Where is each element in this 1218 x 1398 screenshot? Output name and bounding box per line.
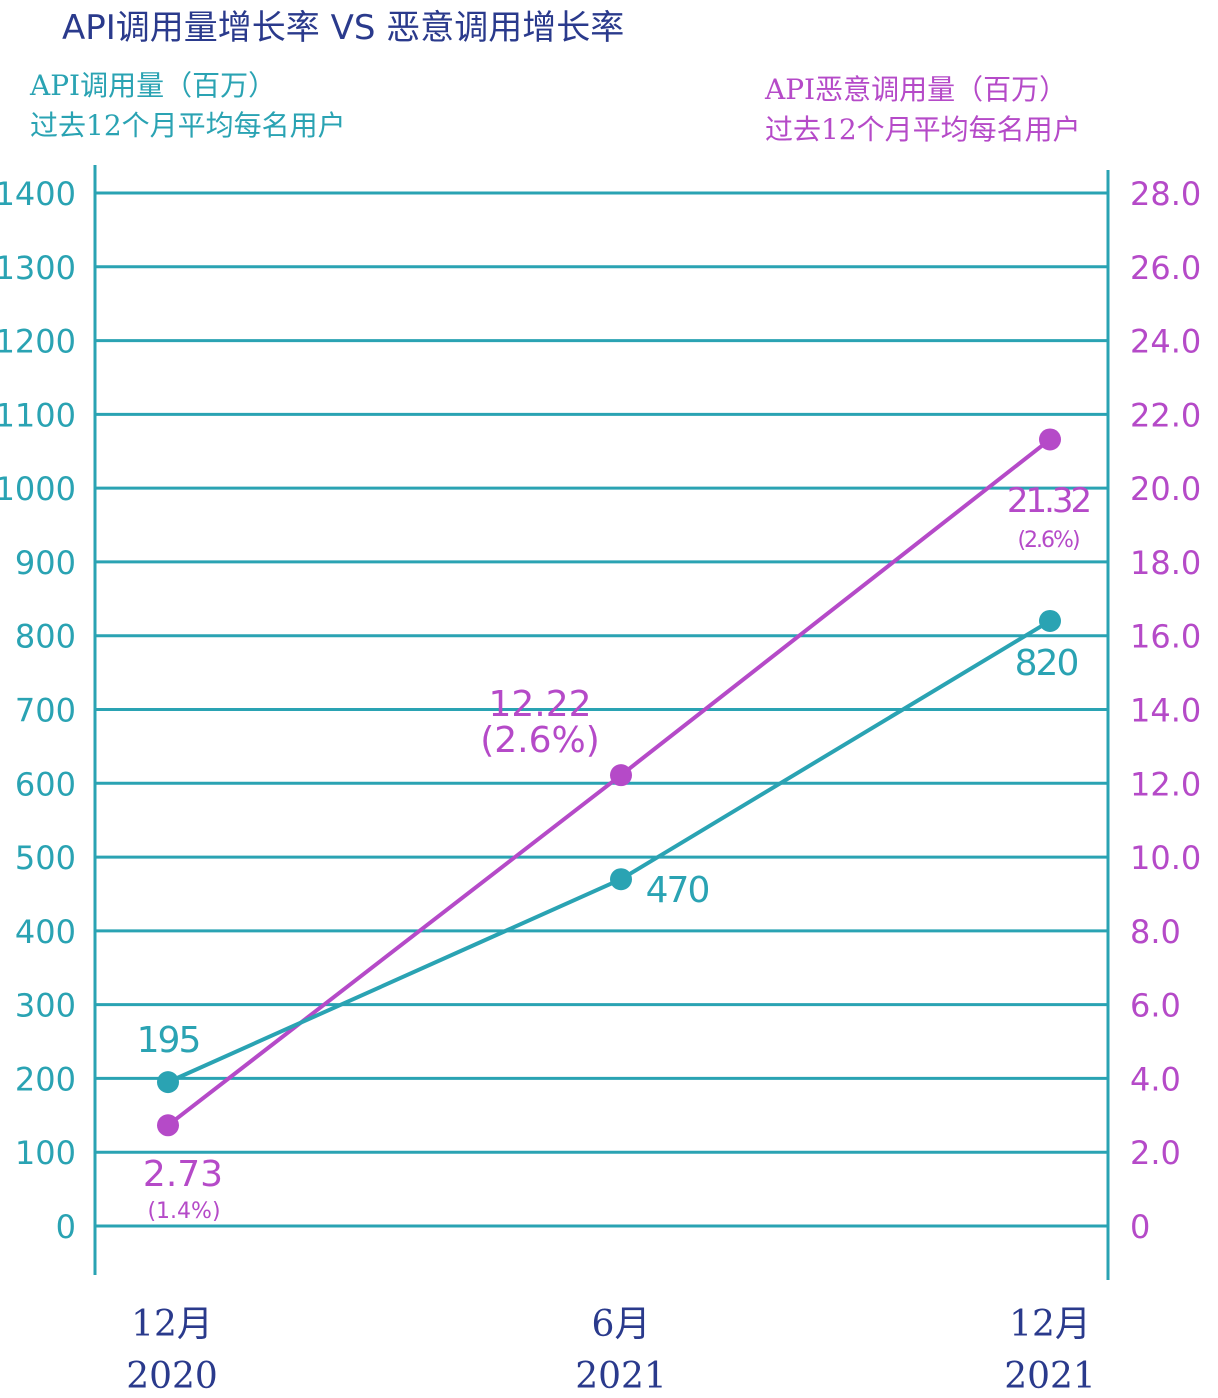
right-axis-label: API恶意调用量（百万） 过去12个月平均每名用户 [765,70,1081,150]
data-point-api-calls [157,1071,179,1094]
left-tick-label: 700 [15,692,76,730]
data-sublabel-malicious-calls: (2.6%) [1017,528,1078,553]
right-tick-label: 2.0 [1130,1134,1181,1172]
series-line-api-calls [167,619,1052,1084]
data-point-malicious-calls [1039,428,1061,451]
data-label-api-calls: 195 [137,1020,200,1061]
right-tick-label: 8.0 [1130,913,1181,951]
left-tick-label: 900 [15,544,76,582]
chart-title: API调用量增长率 VS 恶意调用增长率 [62,8,625,48]
right-tick-label: 12.0 [1130,765,1201,803]
left-tick-label: 200 [15,1060,76,1098]
data-label-malicious-calls: 12.22 [488,684,591,725]
left-axis-label-line2: 过去12个月平均每名用户 [30,109,346,142]
left-tick-label: 800 [15,618,76,656]
left-axis-label: API调用量（百万） 过去12个月平均每名用户 [30,66,346,146]
data-sublabel-malicious-calls: (2.6%) [480,720,600,761]
x-tick-year: 2021 [575,1356,667,1397]
left-tick-label: 400 [15,913,76,951]
right-tick-label: 26.0 [1130,249,1201,287]
data-point-malicious-calls [157,1114,179,1137]
right-tick-label: 10.0 [1130,839,1201,877]
left-tick-label: 600 [15,765,76,803]
left-tick-label: 1400 [0,175,76,213]
data-point-api-calls [1039,609,1061,632]
x-tick-month: 12月 [131,1304,213,1345]
right-axis-label-line2: 过去12个月平均每名用户 [765,113,1081,146]
right-tick-label: 22.0 [1130,396,1201,434]
right-tick-label: 18.0 [1130,544,1201,582]
right-tick-label: 24.0 [1130,323,1201,361]
left-tick-label: 1200 [0,323,76,361]
data-point-malicious-calls [610,764,632,787]
right-tick-label: 4.0 [1130,1060,1181,1098]
left-tick-label: 300 [15,987,76,1025]
left-tick-label: 1100 [0,396,76,434]
right-tick-label: 14.0 [1130,692,1201,730]
right-tick-label: 20.0 [1130,470,1201,508]
x-tick-month: 6月 [592,1304,651,1345]
left-axis-label-line1: API调用量（百万） [30,69,277,102]
left-tick-label: 100 [15,1134,76,1172]
data-label-api-calls: 820 [1015,643,1078,684]
right-axis-label-line1: API恶意调用量（百万） [765,73,1068,106]
data-sublabel-malicious-calls: (1.4%) [147,1199,220,1224]
left-tick-label: 500 [15,839,76,877]
right-tick-label: 0 [1130,1208,1150,1246]
right-tick-label: 16.0 [1130,618,1201,656]
data-label-api-calls: 470 [646,870,709,911]
left-tick-label: 1300 [0,249,76,287]
right-tick-label: 6.0 [1130,987,1181,1025]
data-label-malicious-calls: 21.32 [1007,481,1090,521]
left-tick-label: 0 [56,1208,76,1246]
data-label-malicious-calls: 2.73 [143,1154,223,1195]
data-point-api-calls [610,868,632,891]
right-tick-label: 28.0 [1130,175,1201,213]
x-tick-month: 12月 [1009,1304,1091,1345]
x-tick-year: 2020 [126,1356,218,1397]
x-tick-year: 2021 [1004,1356,1096,1397]
left-tick-label: 1000 [0,470,76,508]
